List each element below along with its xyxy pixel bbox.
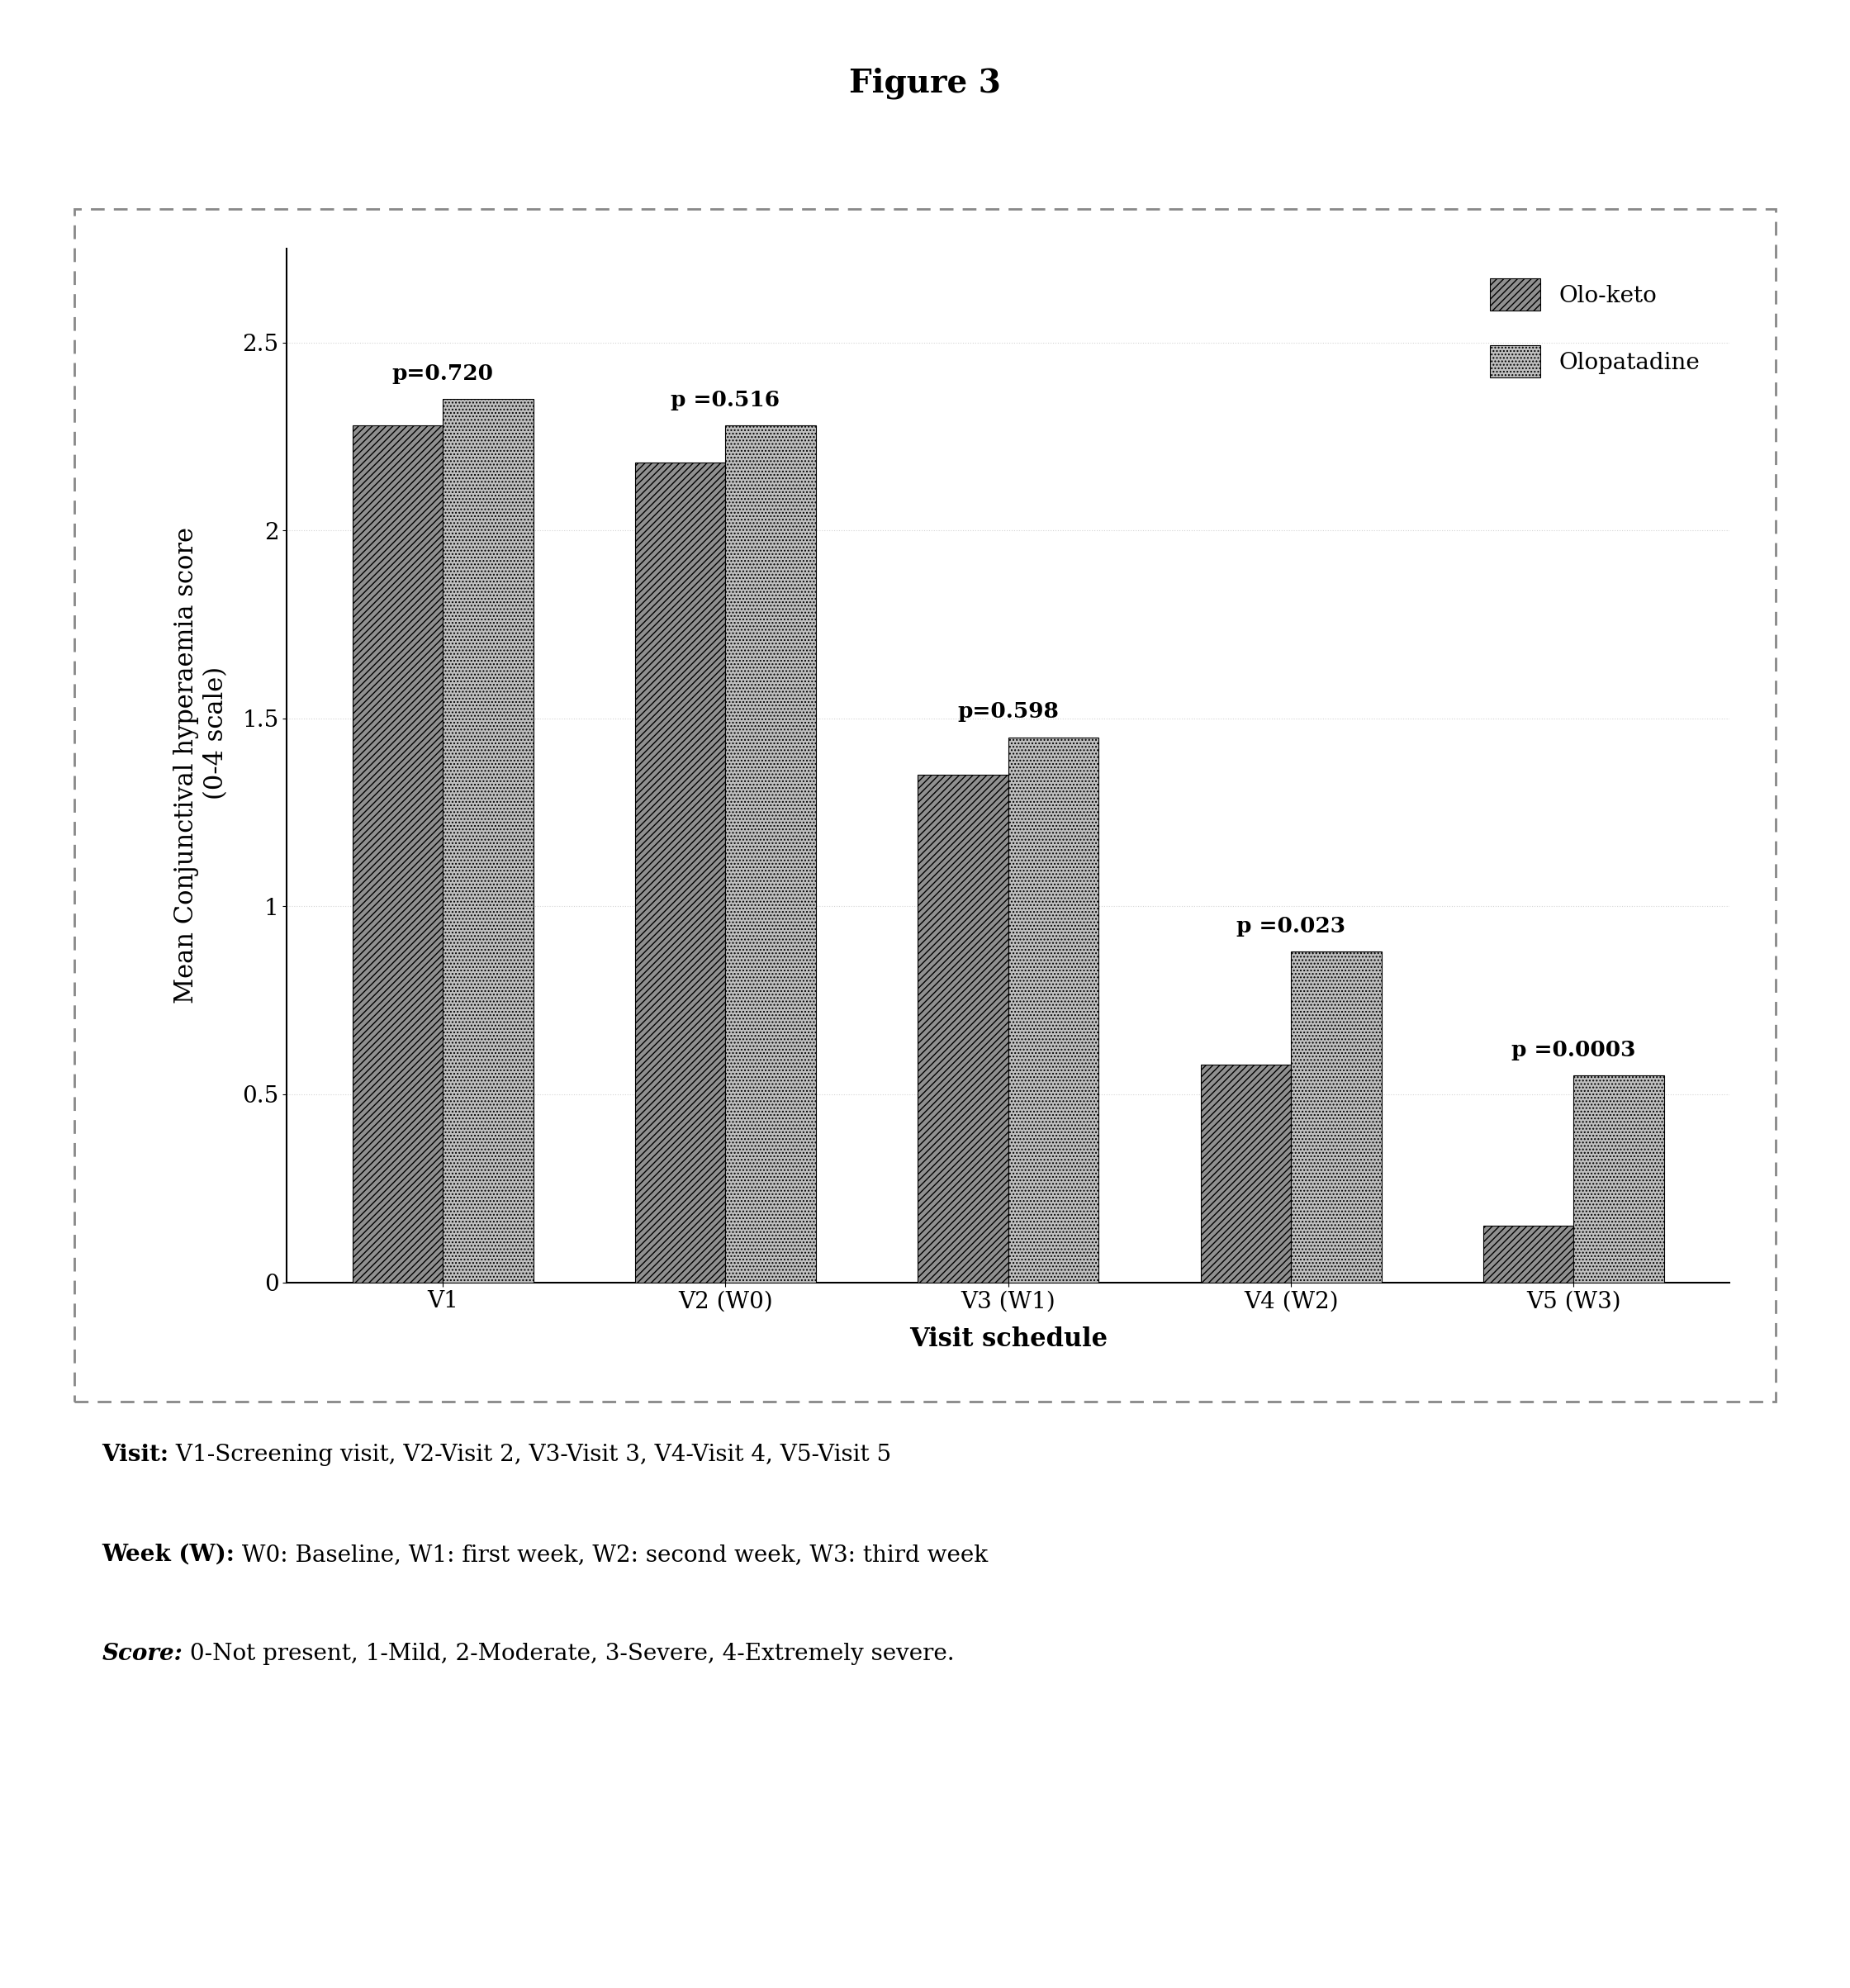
- X-axis label: Visit schedule: Visit schedule: [908, 1326, 1108, 1352]
- Text: p=0.598: p=0.598: [958, 702, 1058, 722]
- Bar: [1008, 738, 1099, 1282]
- Text: 0-Not present, 1-Mild, 2-Moderate, 3-Severe, 4-Extremely severe.: 0-Not present, 1-Mild, 2-Moderate, 3-Sev…: [183, 1642, 955, 1666]
- Text: Figure 3: Figure 3: [849, 68, 1001, 99]
- Text: p =0.023: p =0.023: [1236, 916, 1345, 936]
- Text: Week (W):: Week (W):: [102, 1543, 235, 1567]
- Text: W0: Baseline, W1: first week, W2: second week, W3: third week: W0: Baseline, W1: first week, W2: second…: [235, 1543, 988, 1567]
- Bar: [1574, 1076, 1665, 1282]
- Bar: [918, 775, 1008, 1282]
- Text: Score:: Score:: [102, 1642, 183, 1666]
- Bar: [352, 425, 442, 1282]
- Bar: [725, 425, 816, 1282]
- Text: p=0.720: p=0.720: [392, 364, 494, 384]
- Bar: [442, 400, 533, 1282]
- Bar: [74, 209, 1776, 1402]
- Bar: [1201, 1064, 1291, 1282]
- Bar: [1291, 952, 1382, 1282]
- Bar: [1484, 1227, 1574, 1282]
- Legend: Olo-keto, Olopatadine: Olo-keto, Olopatadine: [1473, 260, 1719, 396]
- Y-axis label: Mean Conjunctival hyperaemia score
        (0-4 scale): Mean Conjunctival hyperaemia score (0-4 …: [174, 527, 228, 1004]
- Text: V1-Screening visit, V2-Visit 2, V3-Visit 3, V4-Visit 4, V5-Visit 5: V1-Screening visit, V2-Visit 2, V3-Visit…: [168, 1443, 892, 1467]
- Text: Visit:: Visit:: [102, 1443, 168, 1467]
- Text: p =0.516: p =0.516: [672, 390, 781, 410]
- Bar: [635, 463, 725, 1282]
- Text: p =0.0003: p =0.0003: [1511, 1040, 1635, 1060]
